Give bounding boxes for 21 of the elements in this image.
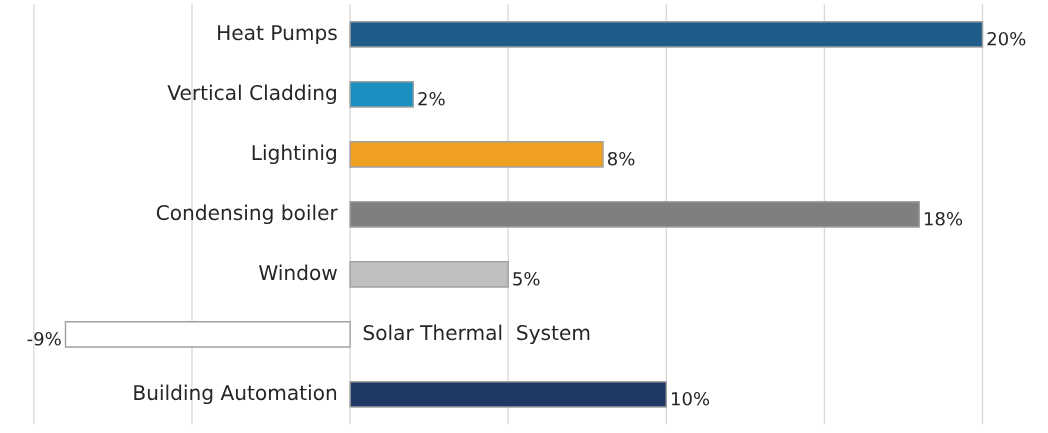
bar: [64, 321, 351, 348]
bar: [349, 201, 920, 228]
y-tick-label: Solar Thermal System: [363, 324, 590, 345]
bar: [349, 141, 604, 168]
data-label: 8%: [607, 151, 635, 166]
bar: [349, 381, 667, 408]
y-tick-label: Building Automation: [134, 384, 337, 405]
y-tick-label: Window: [259, 264, 337, 281]
y-tick-label: Vertical Cladding: [167, 84, 336, 105]
data-label: 20%: [987, 31, 1026, 46]
y-tick-label: Heat Pumps: [218, 25, 337, 45]
data-label: 18%: [924, 211, 963, 226]
bar: [349, 21, 984, 48]
data-label: -9%: [27, 331, 61, 346]
y-tick-label: Condensing boiler: [156, 204, 338, 225]
data-label: 10%: [671, 391, 710, 406]
data-label: 2%: [418, 91, 445, 106]
bar: [349, 261, 509, 288]
bar: [349, 81, 415, 108]
data-label: 5%: [513, 271, 540, 286]
y-tick-label: Lightinig: [252, 144, 336, 165]
